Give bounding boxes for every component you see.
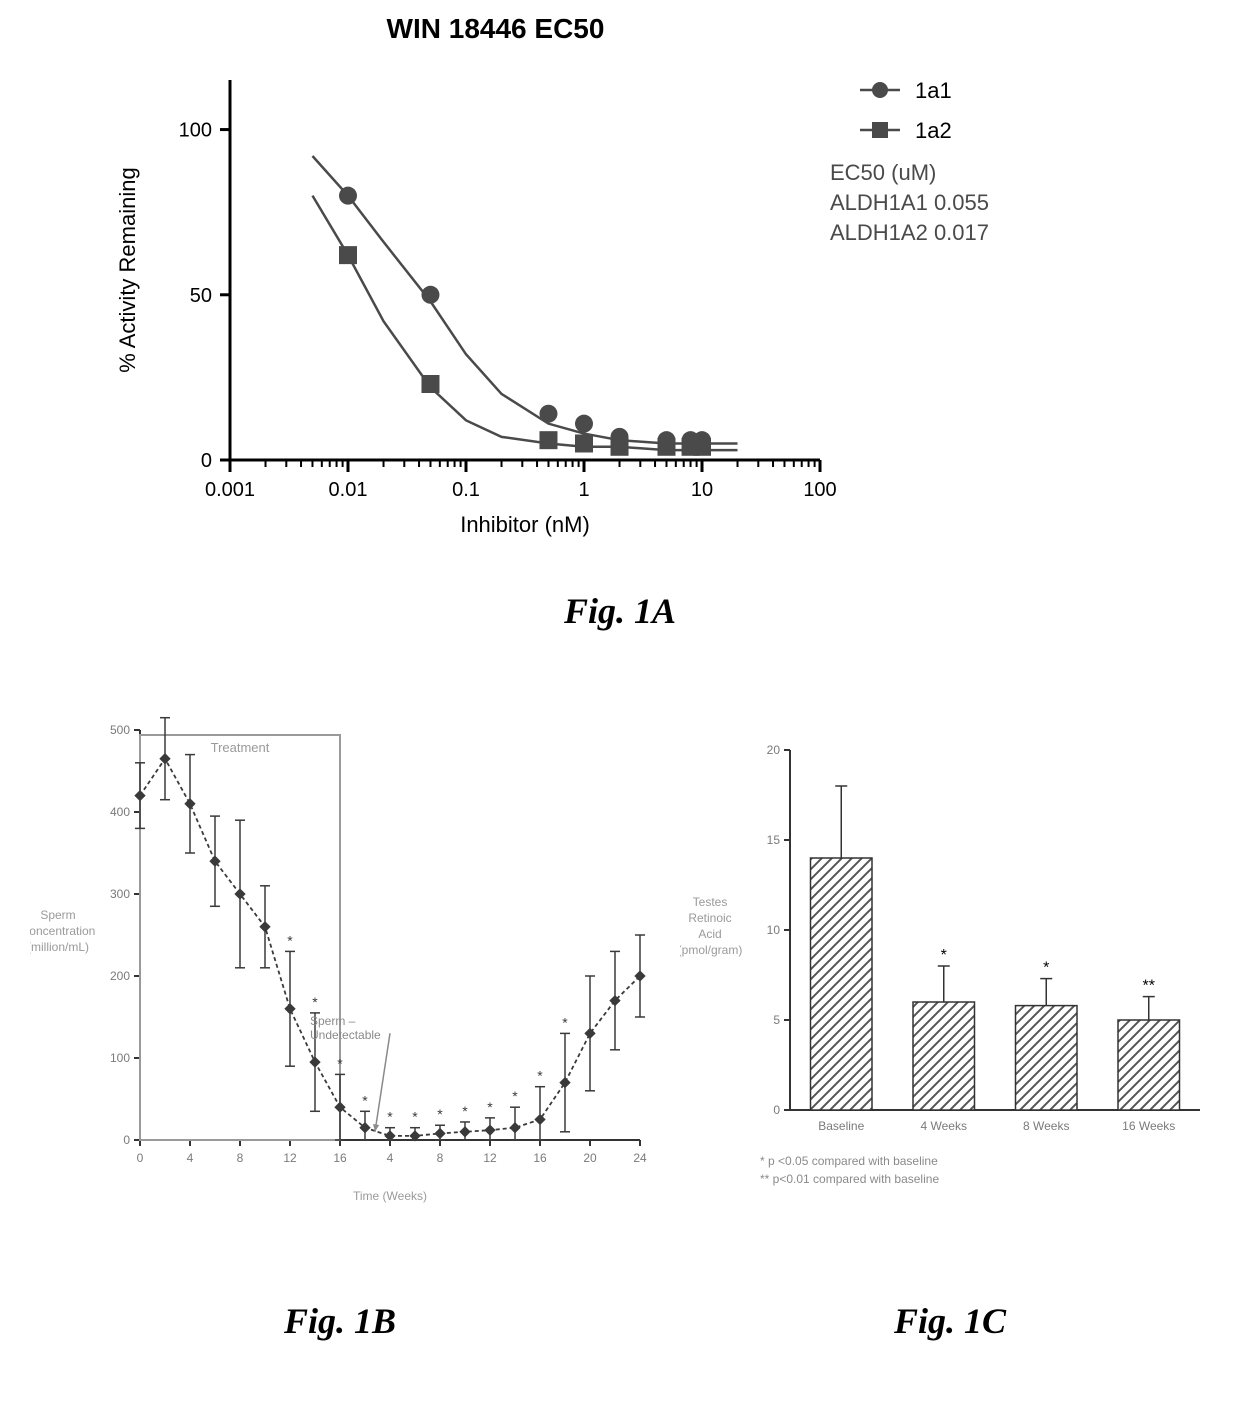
svg-text:Sperm –: Sperm – (310, 1014, 356, 1028)
svg-text:10: 10 (691, 479, 713, 501)
svg-text:12: 12 (483, 1151, 497, 1165)
svg-text:12: 12 (283, 1151, 297, 1165)
svg-text:** p<0.01 compared with baseli: ** p<0.01 compared with baseline (760, 1172, 939, 1186)
svg-text:(pmol/gram): (pmol/gram) (680, 943, 742, 957)
svg-text:*: * (437, 1106, 443, 1122)
svg-text:24: 24 (633, 1151, 647, 1165)
svg-text:WIN 18446 EC50: WIN 18446 EC50 (387, 13, 605, 44)
svg-text:*: * (537, 1068, 543, 1084)
svg-text:1: 1 (578, 479, 589, 501)
svg-text:100: 100 (179, 120, 212, 142)
svg-text:*: * (287, 932, 293, 948)
svg-text:Inhibitor (nM): Inhibitor (nM) (460, 512, 590, 537)
figure-1b-svg: 0 100 200 300 400 500 0 4 8 12 16 4 8 12 16 20 24 Sperm Co… (30, 700, 650, 1240)
svg-text:200: 200 (110, 969, 130, 983)
svg-text:*: * (387, 1109, 393, 1125)
figure-1b-caption: Fig. 1B (30, 1300, 650, 1342)
svg-text:Retinoic: Retinoic (688, 911, 731, 925)
svg-text:5: 5 (773, 1013, 780, 1027)
svg-text:*: * (412, 1109, 418, 1125)
svg-text:4 Weeks: 4 Weeks (921, 1119, 967, 1133)
svg-text:*: * (487, 1099, 493, 1115)
svg-text:4: 4 (187, 1151, 194, 1165)
svg-text:1a1: 1a1 (915, 78, 952, 103)
svg-text:0: 0 (123, 1133, 130, 1147)
svg-text:*: * (941, 947, 947, 964)
figure-1c-caption: Fig. 1C (680, 1300, 1220, 1342)
svg-text:500: 500 (110, 723, 130, 737)
svg-text:ALDH1A2 0.017: ALDH1A2 0.017 (830, 220, 989, 245)
svg-text:4: 4 (387, 1151, 394, 1165)
svg-text:ALDH1A1 0.055: ALDH1A1 0.055 (830, 190, 989, 215)
svg-text:Treatment: Treatment (211, 740, 270, 755)
svg-text:*: * (362, 1092, 368, 1108)
svg-text:*: * (512, 1088, 518, 1104)
svg-text:*: * (312, 994, 318, 1010)
svg-text:% Activity Remaining: % Activity Remaining (115, 167, 140, 372)
svg-text:Time (Weeks): Time (Weeks) (353, 1189, 427, 1203)
page-root: WIN 18446 EC500501000.0010.010.1110100In… (0, 0, 1240, 1405)
svg-text:*: * (1043, 960, 1049, 977)
svg-text:300: 300 (110, 887, 130, 901)
svg-text:Sperm: Sperm (40, 908, 75, 922)
svg-text:8: 8 (437, 1151, 444, 1165)
svg-text:8 Weeks: 8 Weeks (1023, 1119, 1069, 1133)
svg-text:0.1: 0.1 (452, 479, 480, 501)
svg-text:20: 20 (767, 743, 781, 757)
svg-text:100: 100 (803, 479, 836, 501)
svg-text:16: 16 (333, 1151, 347, 1165)
svg-text:20: 20 (583, 1151, 597, 1165)
svg-text:0: 0 (201, 450, 212, 472)
svg-text:(million/mL): (million/mL) (30, 940, 89, 954)
svg-text:Testes: Testes (693, 895, 728, 909)
svg-text:0.001: 0.001 (205, 479, 255, 501)
svg-text:Concentration: Concentration (30, 924, 95, 938)
svg-text:*: * (462, 1103, 468, 1119)
svg-text:Acid: Acid (698, 927, 721, 941)
svg-text:100: 100 (110, 1051, 130, 1065)
svg-text:10: 10 (767, 923, 781, 937)
svg-text:1a2: 1a2 (915, 118, 952, 143)
figure-1a-caption: Fig. 1A (0, 590, 1240, 632)
figure-1c-svg: 0 5 10 15 20 Testes Retinoic Acid (pmol/gram) Bas… (680, 720, 1220, 1260)
figure-1c: 0 5 10 15 20 Testes Retinoic Acid (pmol/gram) Bas… (680, 720, 1220, 1280)
svg-text:Undetectable: Undetectable (310, 1028, 381, 1042)
svg-text:*: * (562, 1014, 568, 1030)
svg-text:15: 15 (767, 833, 781, 847)
svg-text:400: 400 (110, 805, 130, 819)
svg-text:16: 16 (533, 1151, 547, 1165)
figure-1a: WIN 18446 EC50 0 50 100 0.001 0.01 0.1 1 10 100 In… (60, 0, 1180, 600)
svg-text:* p <0.05 compared with baseli: * p <0.05 compared with baseline (760, 1154, 938, 1168)
svg-text:8: 8 (237, 1151, 244, 1165)
svg-text:*: * (337, 1055, 343, 1071)
svg-text:0.01: 0.01 (329, 479, 368, 501)
svg-text:**: ** (1143, 978, 1155, 995)
figure-1b: 0 100 200 300 400 500 0 4 8 12 16 4 8 12 16 20 24 Sperm Co… (30, 700, 650, 1260)
svg-text:16 Weeks: 16 Weeks (1122, 1119, 1175, 1133)
svg-text:0: 0 (773, 1103, 780, 1117)
figure-1a-svg: WIN 18446 EC50 0 50 100 0.001 0.01 0.1 1 10 100 In… (60, 0, 1180, 560)
svg-text:0: 0 (137, 1151, 144, 1165)
svg-text:EC50 (uM): EC50 (uM) (830, 160, 936, 185)
svg-text:50: 50 (190, 285, 212, 307)
svg-text:Baseline: Baseline (818, 1119, 864, 1133)
